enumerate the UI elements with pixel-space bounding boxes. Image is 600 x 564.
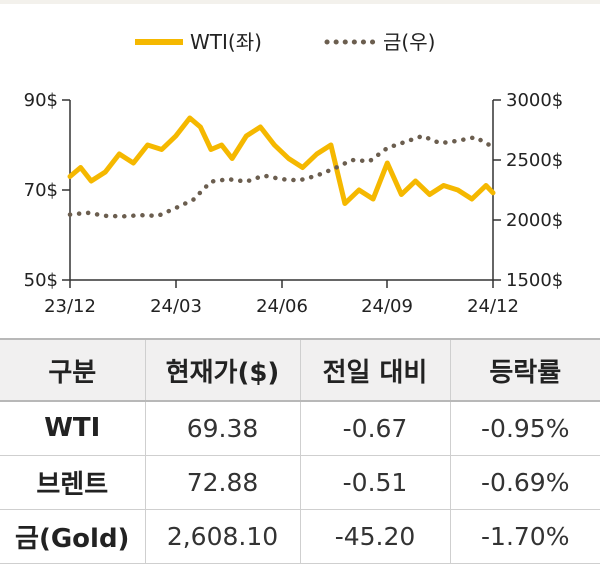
- price-table-wrap: 구분 현재가($) 전일 대비 등락률 WTI 69.38 -0.67 -0.9…: [0, 338, 600, 564]
- change-rate-cell: -0.69%: [450, 455, 600, 509]
- header-current-price: 현재가($): [145, 339, 300, 401]
- series-line: [70, 136, 493, 216]
- left-tick-label: 90$: [24, 90, 58, 111]
- right-tick-label: 3000$: [506, 90, 563, 111]
- line-chart: WTI(좌) 금(우) 90$ 70$ 50$ 3000$ 2500$ 2000…: [0, 0, 600, 330]
- header-change: 전일 대비: [300, 339, 450, 401]
- right-tick-labels: 3000$ 2500$ 2000$ 1500$: [506, 90, 563, 291]
- current-price-cell: 2,608.10: [145, 509, 300, 563]
- x-tick-label: 24/09: [361, 296, 413, 317]
- change-rate-cell: -1.70%: [450, 509, 600, 563]
- series-wti: [70, 118, 493, 204]
- series-layer: [70, 118, 493, 217]
- x-tick-label: 24/12: [467, 296, 519, 317]
- table-row: 금(Gold) 2,608.10 -45.20 -1.70%: [0, 509, 600, 563]
- legend: WTI(좌) 금(우): [135, 30, 435, 54]
- change-cell: -45.20: [300, 509, 450, 563]
- series-gold: [70, 136, 493, 217]
- legend-label-wti: WTI(좌): [190, 30, 262, 54]
- change-cell: -0.51: [300, 455, 450, 509]
- change-cell: -0.67: [300, 401, 450, 455]
- left-tick-label: 70$: [24, 180, 58, 201]
- right-tick-marks: [493, 100, 501, 280]
- table-header-row: 구분 현재가($) 전일 대비 등락률: [0, 339, 600, 401]
- left-tick-label: 50$: [24, 270, 58, 291]
- current-price-cell: 69.38: [145, 401, 300, 455]
- current-price-cell: 72.88: [145, 455, 300, 509]
- row-label: WTI: [0, 401, 145, 455]
- row-label: 브렌트: [0, 455, 145, 509]
- right-tick-label: 2000$: [506, 210, 563, 231]
- left-tick-labels: 90$ 70$ 50$: [24, 90, 58, 291]
- row-label: 금(Gold): [0, 509, 145, 563]
- header-category: 구분: [0, 339, 145, 401]
- x-tick-labels: 23/12 24/03 24/06 24/09 24/12: [44, 296, 519, 317]
- right-tick-label: 1500$: [506, 270, 563, 291]
- legend-label-gold: 금(우): [383, 30, 435, 54]
- price-table: 구분 현재가($) 전일 대비 등락률 WTI 69.38 -0.67 -0.9…: [0, 338, 600, 564]
- x-tick-label: 23/12: [44, 296, 96, 317]
- x-tick-label: 24/06: [256, 296, 308, 317]
- header-change-rate: 등락률: [450, 339, 600, 401]
- table-row: WTI 69.38 -0.67 -0.95%: [0, 401, 600, 455]
- series-line: [70, 118, 493, 204]
- x-tick-marks: [70, 280, 493, 288]
- table-row: 브렌트 72.88 -0.51 -0.69%: [0, 455, 600, 509]
- right-tick-label: 2500$: [506, 150, 563, 171]
- left-tick-marks: [62, 100, 70, 280]
- x-tick-label: 24/03: [150, 296, 202, 317]
- change-rate-cell: -0.95%: [450, 401, 600, 455]
